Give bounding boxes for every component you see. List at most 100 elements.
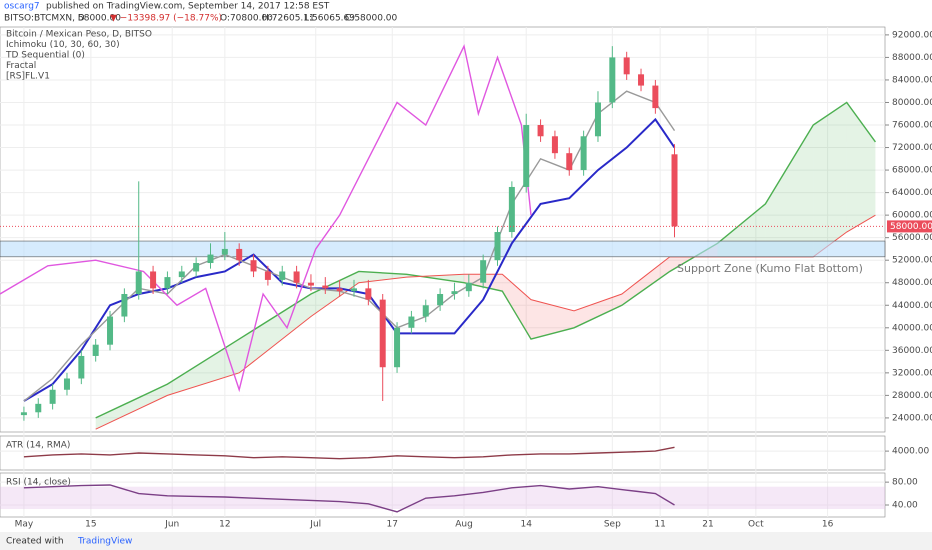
footer-bar bbox=[0, 532, 932, 550]
candle-body bbox=[394, 327, 401, 368]
ohlc-high: H:72605.11 bbox=[262, 14, 315, 24]
y-tick-label: 88000.00 bbox=[892, 53, 932, 63]
candle-body bbox=[221, 248, 228, 255]
x-tick-label: Jun bbox=[164, 520, 179, 530]
y-tick-label: 84000.00 bbox=[892, 75, 932, 85]
pane-frame bbox=[0, 26, 886, 433]
cloud-segment bbox=[95, 384, 168, 430]
y-tick-label: 60000.00 bbox=[892, 211, 932, 221]
candle-body bbox=[150, 271, 157, 289]
candle-body bbox=[351, 288, 357, 292]
pane-frame bbox=[0, 435, 886, 471]
candle-body bbox=[49, 389, 56, 404]
cloud-segment bbox=[765, 125, 814, 257]
cloud-segment bbox=[846, 102, 876, 233]
candle-body bbox=[365, 288, 372, 300]
candle-body bbox=[92, 344, 99, 356]
candle-body bbox=[78, 355, 85, 379]
footer-created: Created with bbox=[6, 537, 64, 547]
candle-body bbox=[623, 57, 630, 75]
x-tick-label: 16 bbox=[822, 520, 834, 530]
line bbox=[23, 446, 675, 460]
candle-body bbox=[580, 136, 587, 171]
candle-body bbox=[121, 293, 128, 317]
candle-body bbox=[422, 305, 429, 317]
candle-body bbox=[336, 288, 343, 292]
x-tick-label: 21 bbox=[702, 520, 713, 530]
x-tick-label: 15 bbox=[85, 520, 96, 530]
x-tick-label: 12 bbox=[219, 520, 230, 530]
candle-body bbox=[594, 102, 601, 137]
published: published on TradingView.com, September … bbox=[46, 2, 330, 12]
candle-body bbox=[523, 125, 530, 187]
pane-title: ATR (14, RMA) bbox=[6, 441, 70, 451]
candle-body bbox=[494, 232, 501, 261]
cloud-segment bbox=[239, 293, 311, 373]
candle-body bbox=[508, 186, 515, 233]
candle-body bbox=[408, 316, 415, 328]
line bbox=[95, 101, 876, 419]
candle-body bbox=[465, 282, 472, 292]
cloud-segment bbox=[531, 299, 575, 340]
y-tick-label: 80.00 bbox=[892, 478, 918, 488]
ohlc-low: L:56065.69 bbox=[304, 14, 355, 24]
price: 58000.00 bbox=[78, 14, 121, 24]
candle-body bbox=[193, 263, 200, 272]
cloud-segment bbox=[167, 339, 240, 396]
x-tick-label: 17 bbox=[387, 520, 398, 530]
change: ▼ −13398.97 (−18.77%) bbox=[110, 14, 222, 24]
candle-body bbox=[451, 291, 458, 294]
candle-body bbox=[164, 277, 171, 289]
candle-body bbox=[671, 154, 678, 227]
candle-body bbox=[537, 125, 544, 137]
cloud-segment bbox=[502, 274, 531, 340]
x-tick-label: Oct bbox=[748, 520, 764, 530]
last-price-box bbox=[887, 220, 932, 233]
x-tick-label: 14 bbox=[520, 520, 532, 530]
rsi-band bbox=[0, 486, 885, 509]
candle-body bbox=[566, 153, 573, 171]
cloud-segment bbox=[310, 271, 359, 317]
y-tick-label: 36000.00 bbox=[892, 346, 932, 356]
candle-body bbox=[652, 85, 659, 109]
x-tick-label: 11 bbox=[654, 520, 665, 530]
symbol: BITSO:BTCMXN, D bbox=[4, 14, 85, 24]
legend-text: Fractal bbox=[6, 61, 36, 71]
candle-body bbox=[437, 293, 444, 306]
y-tick-label: 64000.00 bbox=[892, 188, 932, 198]
candle-body bbox=[379, 299, 386, 368]
cloud-segment bbox=[813, 102, 847, 257]
candle-body bbox=[20, 412, 27, 416]
candle-body bbox=[35, 403, 42, 413]
y-tick-label: 52000.00 bbox=[892, 256, 932, 266]
candle-body bbox=[207, 254, 214, 264]
candle-body bbox=[551, 136, 558, 154]
support-zone bbox=[0, 240, 886, 258]
y-tick-label: 24000.00 bbox=[892, 413, 932, 423]
legend-text: TD Sequential (0) bbox=[5, 51, 85, 61]
candle-body bbox=[279, 271, 286, 280]
y-tick-label: 72000.00 bbox=[892, 143, 932, 153]
y-tick-label: 56000.00 bbox=[892, 233, 932, 243]
y-tick-label: 40000.00 bbox=[892, 323, 932, 333]
y-tick-label: 40.00 bbox=[892, 501, 918, 511]
legend-text: [RS]FL.V1 bbox=[6, 72, 50, 82]
y-tick-label: 4000.00 bbox=[892, 447, 929, 457]
candle-body bbox=[236, 248, 243, 261]
candle-body bbox=[178, 271, 185, 278]
candle-body bbox=[63, 378, 70, 390]
y-tick-label: 28000.00 bbox=[892, 391, 932, 401]
last-price-label: 58000.00 bbox=[890, 222, 932, 232]
candle-body bbox=[609, 57, 616, 103]
annotation: Support Zone (Kumo Flat Bottom) bbox=[677, 262, 863, 275]
ohlc-close: C:58000.00 bbox=[345, 14, 398, 24]
y-tick-label: 92000.00 bbox=[892, 30, 932, 40]
footer-brand[interactable]: TradingView bbox=[77, 537, 132, 547]
pane-title: RSI (14, close) bbox=[6, 478, 71, 488]
candle-body bbox=[250, 260, 257, 272]
cloud-segment bbox=[621, 256, 670, 306]
author[interactable]: oscarg7 bbox=[4, 2, 40, 12]
candle-body bbox=[638, 74, 645, 86]
candle-body bbox=[307, 282, 314, 286]
